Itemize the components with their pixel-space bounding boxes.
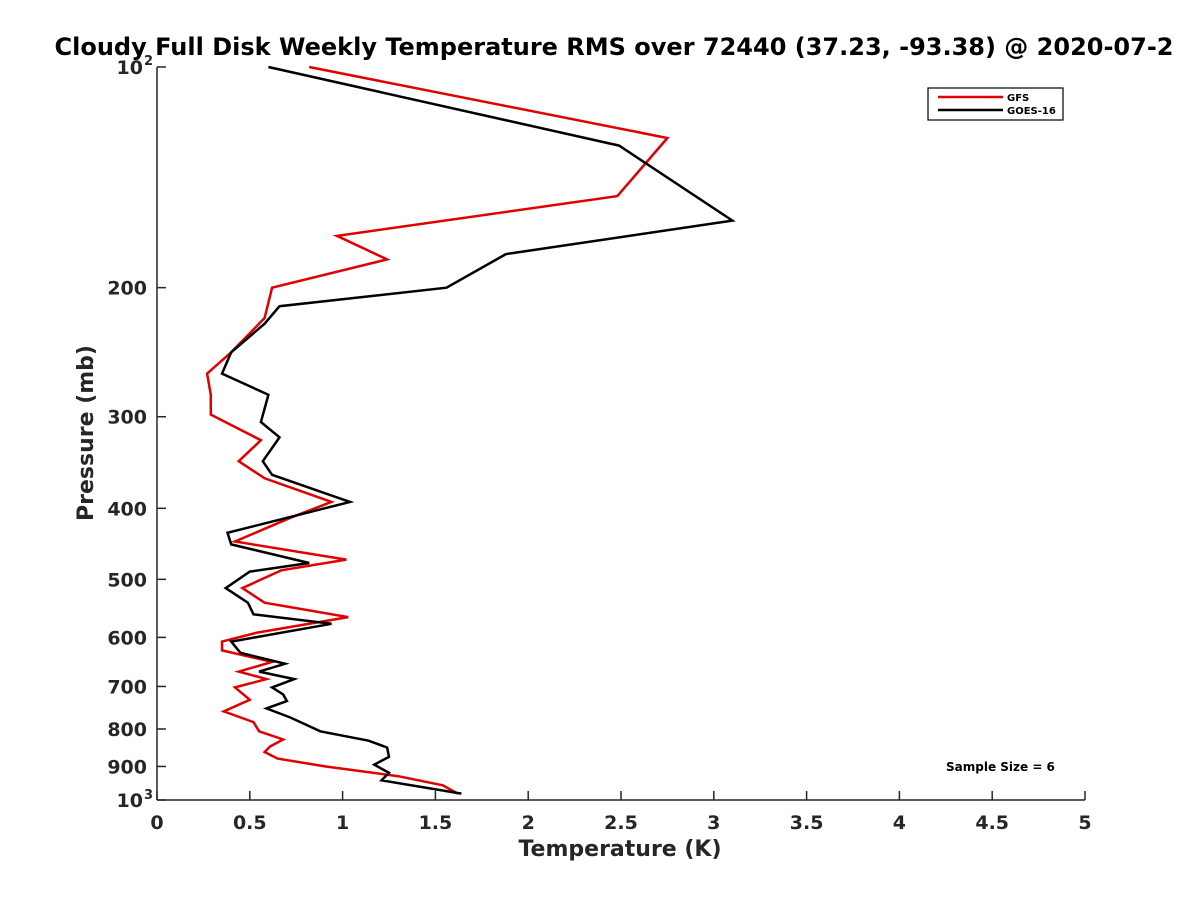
y-tick-label: 700 [107, 676, 147, 698]
legend-label-gfs: GFS [1007, 93, 1029, 104]
x-tick-label: 4.5 [975, 812, 1009, 834]
x-axis-label: Temperature (K) [518, 837, 721, 862]
x-tick-label: 4 [893, 812, 906, 834]
series-line-goes-16 [220, 65, 736, 795]
y-tick-label: 10 [117, 790, 143, 812]
y-tick-exponent: 3 [144, 788, 153, 803]
y-tick-label: 600 [107, 627, 147, 649]
y-tick-label: 800 [107, 719, 147, 741]
y-tick-label: 300 [107, 407, 147, 429]
x-tick-label: 1.5 [419, 812, 453, 834]
x-tick-label: 1 [336, 812, 349, 834]
x-tick-label: 2.5 [604, 812, 638, 834]
y-tick-label: 10 [117, 57, 143, 79]
y-axis-label: Pressure (mb) [74, 345, 99, 521]
x-tick-label: 0.5 [233, 812, 267, 834]
x-ticks: 0 0.5 1 1.5 2 2.5 3 3.5 4 4.5 5 [150, 791, 1092, 834]
y-tick-label: 500 [107, 569, 147, 591]
x-tick-label: 3 [707, 812, 720, 834]
series-line-gfs [205, 65, 670, 795]
x-tick-label: 0 [150, 812, 163, 834]
y-tick-label: 900 [107, 756, 147, 778]
chart-title: Cloudy Full Disk Weekly Temperature RMS … [55, 33, 1174, 61]
y-tick-label: 200 [107, 278, 147, 300]
legend-box [927, 87, 1064, 121]
x-tick-label: 3.5 [790, 812, 824, 834]
y-tick-label: 400 [107, 498, 147, 520]
legend-label-goes-16: GOES-16 [1007, 106, 1056, 117]
legend: GFS GOES-16 [927, 87, 1064, 121]
x-tick-label: 2 [522, 812, 535, 834]
sample-size-annotation: Sample Size = 6 [946, 760, 1055, 774]
series-layer [205, 65, 736, 795]
y-tick-exponent: 2 [144, 54, 153, 69]
x-tick-label: 5 [1078, 812, 1091, 834]
